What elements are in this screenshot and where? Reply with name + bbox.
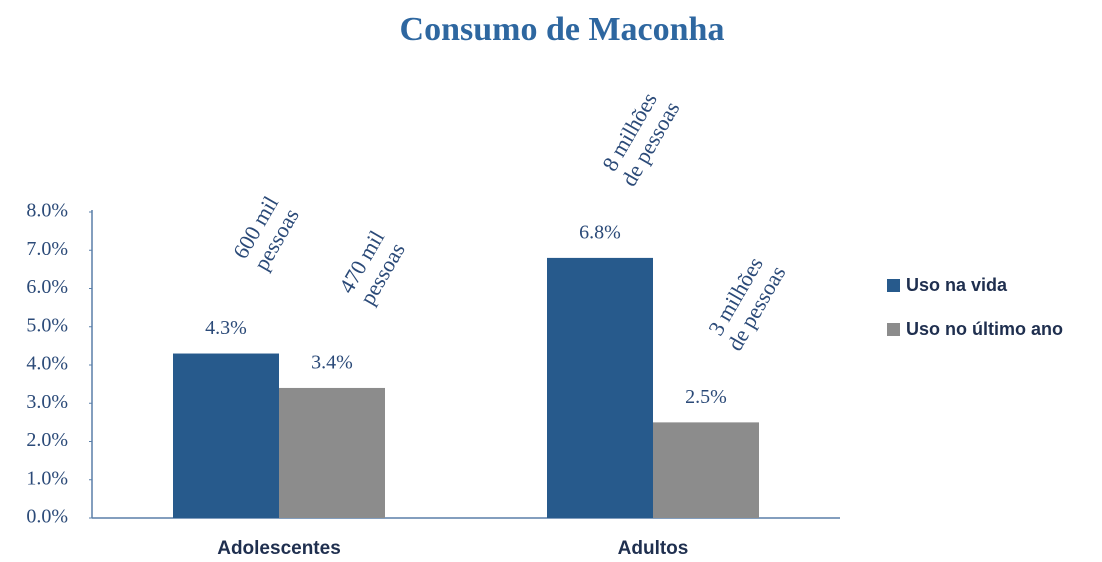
value-label: 4.3% bbox=[205, 317, 247, 339]
annotation-text: 600 milpessoas bbox=[228, 192, 304, 275]
bar bbox=[547, 257, 653, 518]
bar bbox=[279, 387, 385, 518]
annotation: 3 milhõesde pessoas bbox=[701, 249, 790, 355]
chart-title: Consumo de Maconha bbox=[400, 11, 725, 48]
annotation-text: 470 milpessoas bbox=[334, 226, 410, 309]
y-tick-label: 3.0% bbox=[26, 391, 68, 413]
y-tick-label: 0.0% bbox=[26, 506, 68, 528]
x-tick-label: Adultos bbox=[618, 538, 689, 559]
annotation: 8 milhõesde pessoas bbox=[595, 85, 684, 190]
x-tick-label: Adolescentes bbox=[217, 538, 341, 559]
legend-swatch bbox=[887, 323, 900, 336]
value-label: 2.5% bbox=[685, 386, 727, 408]
annotation-text: 3 milhõesde pessoas bbox=[701, 249, 790, 354]
legend-label: Uso na vida bbox=[906, 275, 1008, 295]
y-tick-label: 8.0% bbox=[26, 200, 68, 222]
annotation: 470 milpessoas bbox=[334, 226, 410, 309]
y-tick-label: 4.0% bbox=[26, 353, 68, 375]
bar bbox=[653, 422, 759, 518]
legend-label: Uso no último ano bbox=[906, 319, 1063, 339]
bar bbox=[173, 353, 279, 518]
annotation-text: 8 milhõesde pessoas bbox=[595, 85, 684, 190]
y-tick-label: 1.0% bbox=[26, 467, 68, 489]
value-label: 6.8% bbox=[579, 221, 621, 243]
y-tick-label: 6.0% bbox=[26, 276, 68, 298]
y-tick-label: 5.0% bbox=[26, 314, 68, 336]
legend-swatch bbox=[887, 279, 900, 292]
y-tick-label: 7.0% bbox=[26, 238, 68, 260]
annotation: 600 milpessoas bbox=[228, 192, 304, 275]
y-tick-label: 2.0% bbox=[26, 429, 68, 451]
value-label: 3.4% bbox=[311, 352, 353, 374]
